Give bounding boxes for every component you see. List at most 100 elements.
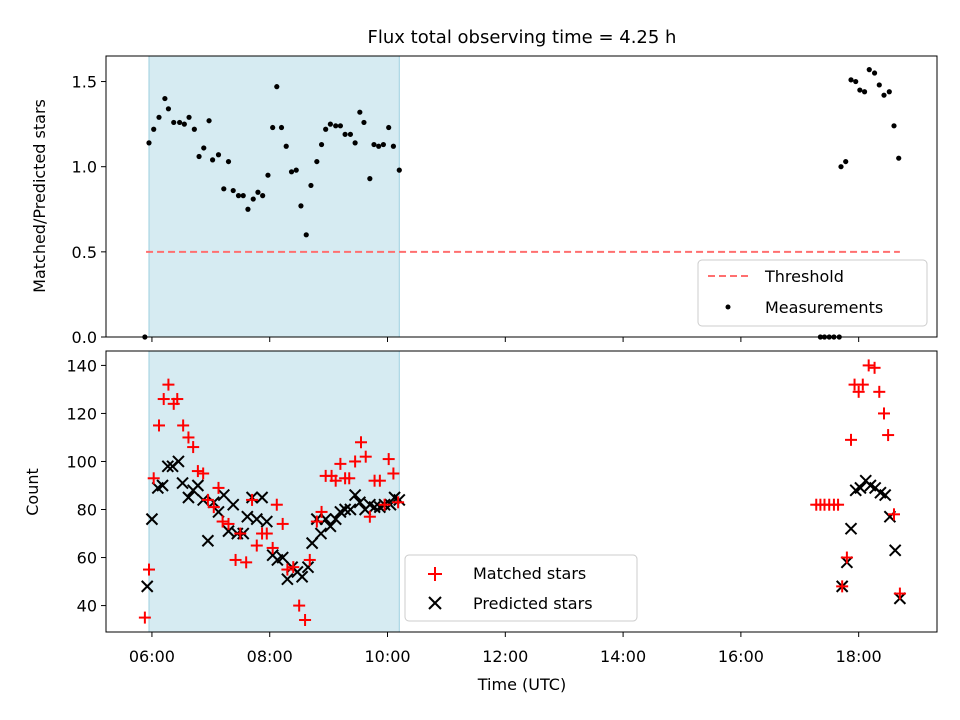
matched-star-point — [207, 501, 220, 514]
top-legend-threshold-label: Threshold — [764, 267, 844, 286]
measurement-point — [857, 87, 863, 93]
x-tick-label: 10:00 — [364, 647, 410, 666]
predicted-star-point — [353, 496, 367, 509]
matched-star-point — [299, 613, 312, 626]
predicted-star-point — [227, 498, 240, 511]
measurement-point — [861, 89, 868, 95]
bottom-panel-legend: Matched stars Predicted stars — [404, 554, 638, 622]
measurement-point — [181, 121, 187, 127]
predicted-star-point — [329, 512, 342, 526]
measurement-point — [151, 126, 157, 132]
bottom-y-tick-label: 60 — [77, 549, 97, 568]
predicted-star-point — [201, 534, 215, 547]
matched-star-point — [197, 467, 210, 480]
bottom-legend-box — [404, 554, 638, 622]
matched-star-point — [355, 436, 368, 449]
measurement-point — [298, 203, 304, 209]
predicted-star-point — [222, 524, 235, 538]
measurement-point — [162, 95, 168, 102]
measurement-point — [274, 84, 280, 90]
matched-star-point — [212, 481, 225, 494]
measurement-point — [293, 167, 299, 173]
matched-star-point — [138, 611, 151, 624]
bottom-y-tick-label: 100 — [66, 452, 97, 471]
matched-star-point — [363, 510, 376, 523]
measurement-point — [342, 131, 348, 137]
matched-star-point — [387, 467, 400, 480]
bottom-panel: 40 60 80 100 120 140 06:00 08:00 10:00 12:00 14:0… — [23, 350, 938, 694]
chart-title: Flux total observing time = 4.25 h — [368, 27, 677, 48]
predicted-star-point — [276, 551, 289, 564]
measurement-point — [165, 106, 172, 112]
bottom-panel-shade — [148, 350, 400, 633]
x-tick-label: 12:00 — [482, 647, 528, 666]
top-y-tick-label: 1.0 — [72, 158, 97, 177]
matched-star-point — [378, 498, 391, 511]
top-panel-y-axis: 0.0 0.5 1.0 1.5 — [72, 73, 106, 347]
measurement-point — [314, 158, 320, 165]
matched-star-point — [276, 517, 289, 530]
measurement-point — [357, 109, 363, 115]
matched-star-point — [343, 472, 356, 485]
predicted-star-point — [141, 580, 154, 593]
matched-star-point — [281, 563, 294, 576]
predicted-star-point — [191, 479, 205, 492]
matched-star-point — [893, 587, 906, 600]
top-y-tick-label: 1.5 — [72, 73, 97, 92]
matched-star-point — [877, 407, 890, 420]
top-panel-y-label: Matched/Predicted stars — [30, 99, 49, 293]
measurement-point — [891, 123, 897, 129]
measurement-point — [171, 119, 177, 126]
predicted-star-point — [314, 527, 328, 540]
measurement-point — [337, 123, 343, 129]
measurement-point — [186, 114, 192, 120]
measurement-point — [386, 124, 392, 131]
matched-star-point — [882, 429, 895, 442]
top-y-tick-label: 0.0 — [72, 328, 97, 347]
measurement-point — [367, 176, 373, 182]
matched-star-point — [888, 508, 901, 521]
measurement-point — [221, 186, 227, 192]
matched-star-point — [310, 515, 323, 528]
matched-star-point — [349, 455, 362, 468]
matched-star-point — [293, 599, 306, 612]
matched-star-point — [171, 393, 184, 406]
matched-star-point — [270, 498, 283, 511]
matched-star-point — [836, 580, 849, 593]
predicted-star-point — [161, 460, 175, 473]
x-tick-label: 16:00 — [718, 647, 764, 666]
measurement-point — [230, 187, 236, 194]
top-panel-x-ticks — [151, 337, 860, 342]
matched-star-point — [240, 556, 253, 569]
bottom-legend-matched-label: Matched stars — [473, 564, 586, 583]
measurement-point — [240, 193, 246, 199]
bottom-panel-frame — [105, 350, 938, 633]
matched-star-point — [840, 551, 853, 564]
measurement-point — [156, 114, 162, 120]
x-axis-label: Time (UTC) — [477, 675, 566, 694]
predicted-star-point — [295, 570, 309, 583]
bottom-legend-predicted-label: Predicted stars — [473, 594, 593, 613]
measurement-point — [380, 141, 386, 148]
measurement-point — [848, 77, 854, 83]
x-tick-label: 06:00 — [129, 647, 175, 666]
predicted-star-point — [844, 522, 858, 535]
measurement-point — [215, 152, 222, 158]
matched-star-point — [862, 359, 875, 372]
matched-star-point — [359, 450, 372, 463]
measurement-point — [303, 232, 309, 238]
measurement-point — [838, 164, 844, 170]
measurement-point — [191, 126, 197, 132]
measurement-point — [209, 157, 216, 163]
matched-star-point — [177, 419, 190, 432]
top-panel-points — [142, 67, 902, 340]
measurement-point — [396, 167, 402, 173]
predicted-star-point — [260, 515, 273, 528]
matched-star-point — [234, 527, 247, 540]
measurement-point — [283, 143, 289, 149]
measurement-point — [390, 143, 397, 149]
predicted-star-point — [172, 455, 185, 468]
measurement-point — [881, 92, 887, 98]
matched-star-point — [162, 378, 175, 391]
bottom-y-tick-label: 40 — [77, 597, 97, 616]
